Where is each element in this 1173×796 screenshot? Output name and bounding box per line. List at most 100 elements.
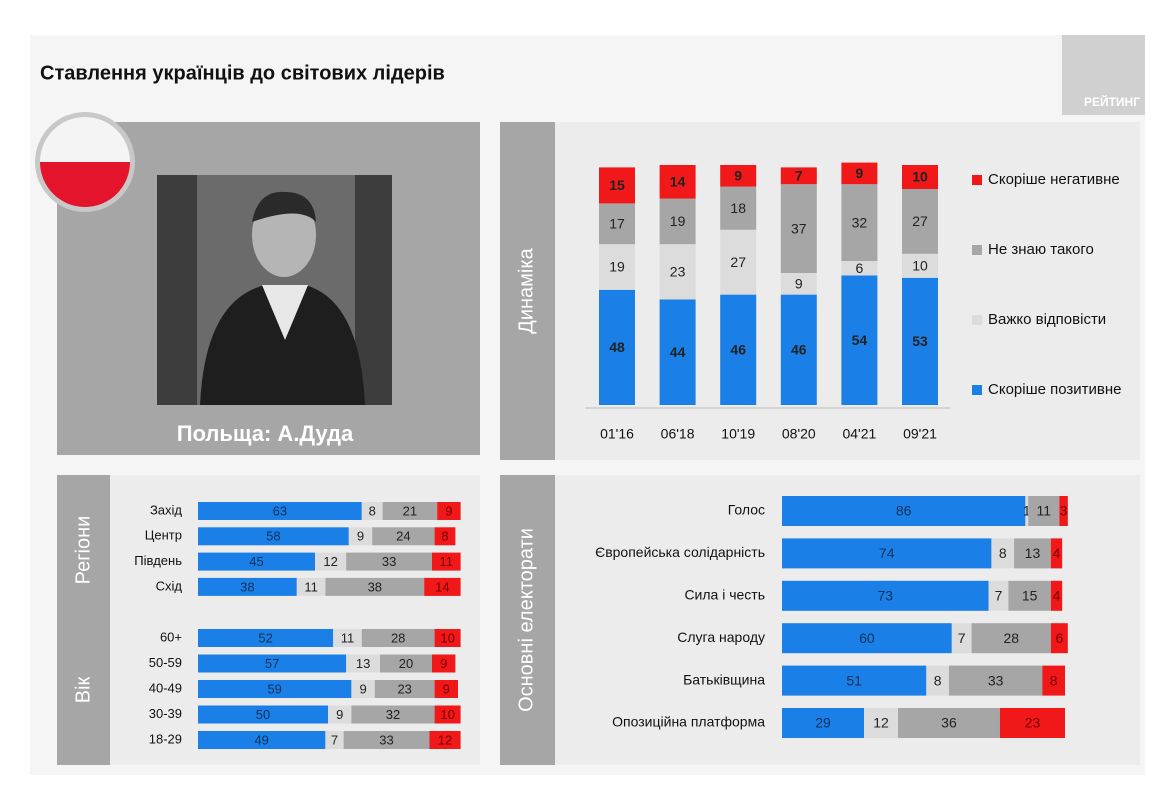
side-strip [57,475,110,765]
category-label: 40-49 [149,680,182,695]
bar-segment [720,186,757,230]
legend-label: Не знаю такого [988,241,1094,258]
category-label: Слуга народу [677,629,765,645]
bar-segment [1028,496,1060,526]
value-label: 13 [1025,545,1041,561]
bar-segment [1025,496,1029,526]
value-label: 45 [249,554,263,569]
value-label: 60 [859,630,875,646]
bar-segment [659,198,696,245]
value-label: 9 [856,165,864,181]
bar-segment [782,496,1026,526]
value-label: 28 [391,630,405,645]
value-label: 36 [941,715,957,731]
bar-segment [659,299,696,405]
bar-segment [361,629,435,647]
bar-segment [198,654,347,673]
portrait-caption: Польща: А.Дуда [177,421,354,446]
bar-segment [198,577,297,596]
bar-segment [841,162,878,185]
value-label: 4 [1053,588,1061,604]
bar-segment [1014,538,1051,569]
value-label: 9 [443,681,450,696]
bar-segment [780,167,817,185]
bar-segment [1050,580,1063,611]
value-label: 9 [359,681,366,696]
bar-segment [198,705,328,724]
bar-segment [1008,580,1051,611]
bar-segment [437,502,461,520]
legend-swatch [972,315,982,325]
bar-segment [198,502,362,520]
bar-segment [971,623,1051,654]
side-strip [500,122,555,460]
category-label: Опозиційна платформа [612,714,765,730]
bar-segment [720,229,757,295]
value-label: 4 [1053,545,1061,561]
value-label: 53 [912,333,928,349]
bar-segment [198,552,315,571]
value-label: 21 [403,503,417,518]
value-label: 9 [440,656,447,671]
value-label: 57 [265,656,279,671]
value-label: 63 [273,503,287,518]
value-label: 74 [879,545,895,561]
value-label: 54 [852,332,868,348]
value-label: 58 [266,529,280,544]
category-label: Батьківщина [683,671,765,687]
value-label: 7 [795,168,803,184]
value-label: 12 [438,732,452,747]
bar-segment [902,277,938,405]
bar-segment [841,261,878,276]
bar-segment [991,538,1015,569]
value-label: 10 [912,258,928,274]
bar-segment [780,184,817,273]
value-label: 52 [258,630,272,645]
value-label: 7 [995,588,1003,604]
value-label: 12 [873,715,889,731]
bar-segment [346,654,380,673]
value-label: 7 [331,732,338,747]
side-label: Динаміка [515,247,537,333]
bar-segment [659,165,696,199]
bar-segment [599,203,635,245]
value-label: 10 [440,707,454,722]
value-label: 38 [368,579,382,594]
bar-segment [898,708,1000,738]
bar-segment [782,538,992,569]
bar-segment [325,731,344,749]
value-label: 11 [440,554,454,569]
bar-segment [782,708,865,738]
bar-segment [198,527,349,546]
bar-segment [351,680,375,698]
bar-segment [198,629,334,647]
value-label: 15 [1022,588,1038,604]
bar-segment [372,527,435,546]
bar-segment [1050,538,1063,569]
page-title: Ставлення українців до світових лідерів [40,62,445,84]
bar-segment [951,623,972,654]
bar-segment [720,165,757,187]
bar-segment [599,244,635,290]
value-label: 8 [999,545,1007,561]
legend-label: Скоріше позитивне [988,381,1122,398]
category-label: 50-59 [149,655,182,670]
bar-segment [432,654,456,673]
value-label: 32 [852,214,868,230]
bar-segment [720,294,757,405]
category-label: 30-39 [149,706,182,721]
bar-segment [948,665,1043,696]
value-label: 1 [1023,503,1031,519]
photo-flag [157,175,197,405]
bar-segment [902,253,938,278]
x-tick-label: 09'21 [903,426,937,442]
bar-segment [841,275,878,405]
value-label: 8 [1050,672,1058,688]
photo-hair [252,191,316,222]
photo-shirt [262,285,308,340]
legend-swatch [972,175,982,185]
bar-segment [599,289,635,405]
bar-segment [333,629,362,647]
legend-label: Важко відповісти [988,311,1106,328]
x-tick-label: 08'20 [782,426,816,442]
